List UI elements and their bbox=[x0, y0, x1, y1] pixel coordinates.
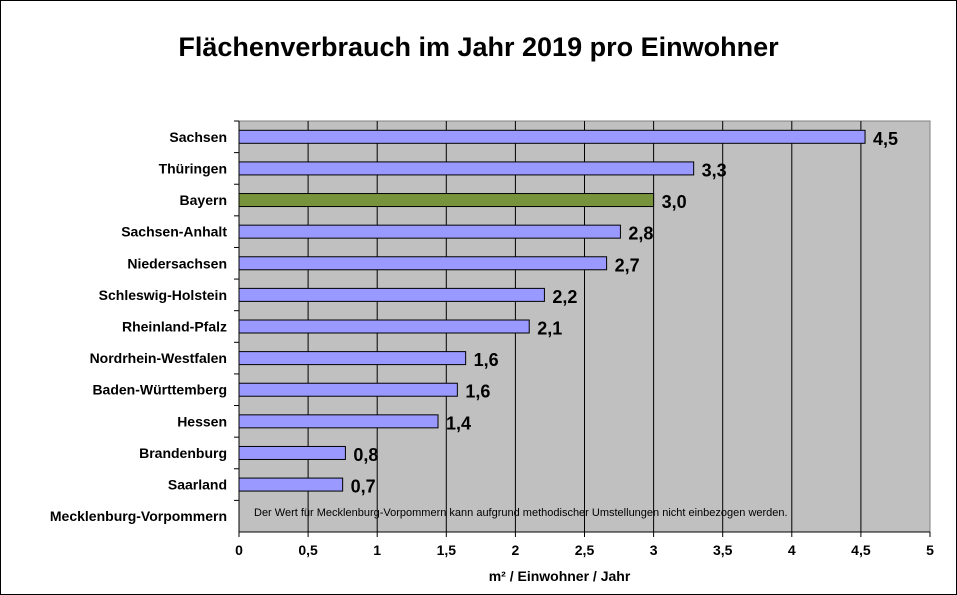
x-axis-title: m² / Einwohner / Jahr bbox=[489, 568, 631, 584]
data-label: 3,0 bbox=[662, 192, 687, 212]
category-label: Saarland bbox=[168, 477, 227, 493]
bar bbox=[238, 319, 530, 334]
bar bbox=[238, 224, 621, 239]
chart-title: Flächenverbrauch im Jahr 2019 pro Einwoh… bbox=[178, 32, 779, 62]
annotation-note: Der Wert für Mecklenburg-Vorpommern kann… bbox=[254, 507, 788, 519]
data-label: 2,8 bbox=[628, 224, 653, 244]
bar bbox=[238, 193, 655, 208]
category-label: Hessen bbox=[177, 413, 227, 429]
data-label: 1,6 bbox=[474, 350, 499, 370]
x-tick-label: 3,5 bbox=[713, 542, 733, 558]
x-tick-label: 2,5 bbox=[575, 542, 595, 558]
x-tick-label: 3 bbox=[650, 542, 658, 558]
category-label: Sachsen bbox=[169, 129, 227, 145]
bar bbox=[238, 287, 545, 302]
category-label: Nordrhein-Westfalen bbox=[90, 350, 227, 366]
x-tick-label: 4,5 bbox=[851, 542, 871, 558]
bar bbox=[238, 445, 346, 460]
x-tick-label: 2 bbox=[512, 542, 520, 558]
gridlines bbox=[234, 120, 931, 537]
category-label: Niedersachsen bbox=[127, 255, 227, 271]
bar bbox=[238, 351, 467, 366]
category-labels: Sachsen Thüringen Bayern Sachsen-Anhalt Nied… bbox=[50, 129, 227, 524]
data-label: 2,1 bbox=[537, 319, 562, 339]
category-label: Sachsen-Anhalt bbox=[121, 224, 227, 240]
bars bbox=[238, 129, 866, 492]
category-label: Schleswig-Holstein bbox=[99, 287, 227, 303]
data-label: 0,7 bbox=[351, 477, 376, 497]
category-label: Mecklenburg-Vorpommern bbox=[50, 508, 227, 524]
category-label: Thüringen bbox=[159, 160, 227, 176]
x-tick-label: 4 bbox=[788, 542, 796, 558]
bar bbox=[238, 382, 458, 397]
x-tick-label: 1,5 bbox=[437, 542, 457, 558]
x-tick-label: 5 bbox=[926, 542, 934, 558]
x-tick-label: 1 bbox=[373, 542, 381, 558]
data-label: 3,3 bbox=[702, 160, 727, 180]
data-label: 1,6 bbox=[465, 382, 490, 402]
data-label: 1,4 bbox=[446, 413, 471, 433]
x-tick-labels: 0 0,5 1 1,5 2 2,5 3 3,5 4 4,5 5 bbox=[235, 542, 934, 558]
data-label: 2,2 bbox=[552, 287, 577, 307]
bar bbox=[238, 256, 608, 271]
value-labels: 4,5 3,3 3,0 2,8 2,7 2,2 2,1 1,6 1,6 1,4 0,8 0,7 bbox=[351, 129, 898, 497]
bar bbox=[238, 414, 439, 429]
category-label: Brandenburg bbox=[139, 445, 227, 461]
x-tick-label: 0 bbox=[235, 542, 243, 558]
category-label: Baden-Württemberg bbox=[92, 382, 227, 398]
data-label: 4,5 bbox=[873, 129, 898, 149]
bar bbox=[238, 129, 866, 144]
bar bbox=[238, 477, 344, 492]
bar bbox=[238, 161, 695, 176]
x-tick-label: 0,5 bbox=[298, 542, 318, 558]
data-label: 2,7 bbox=[615, 255, 640, 275]
data-label: 0,8 bbox=[353, 445, 378, 465]
category-label: Rheinland-Pfalz bbox=[122, 319, 227, 335]
category-label: Bayern bbox=[180, 192, 227, 208]
